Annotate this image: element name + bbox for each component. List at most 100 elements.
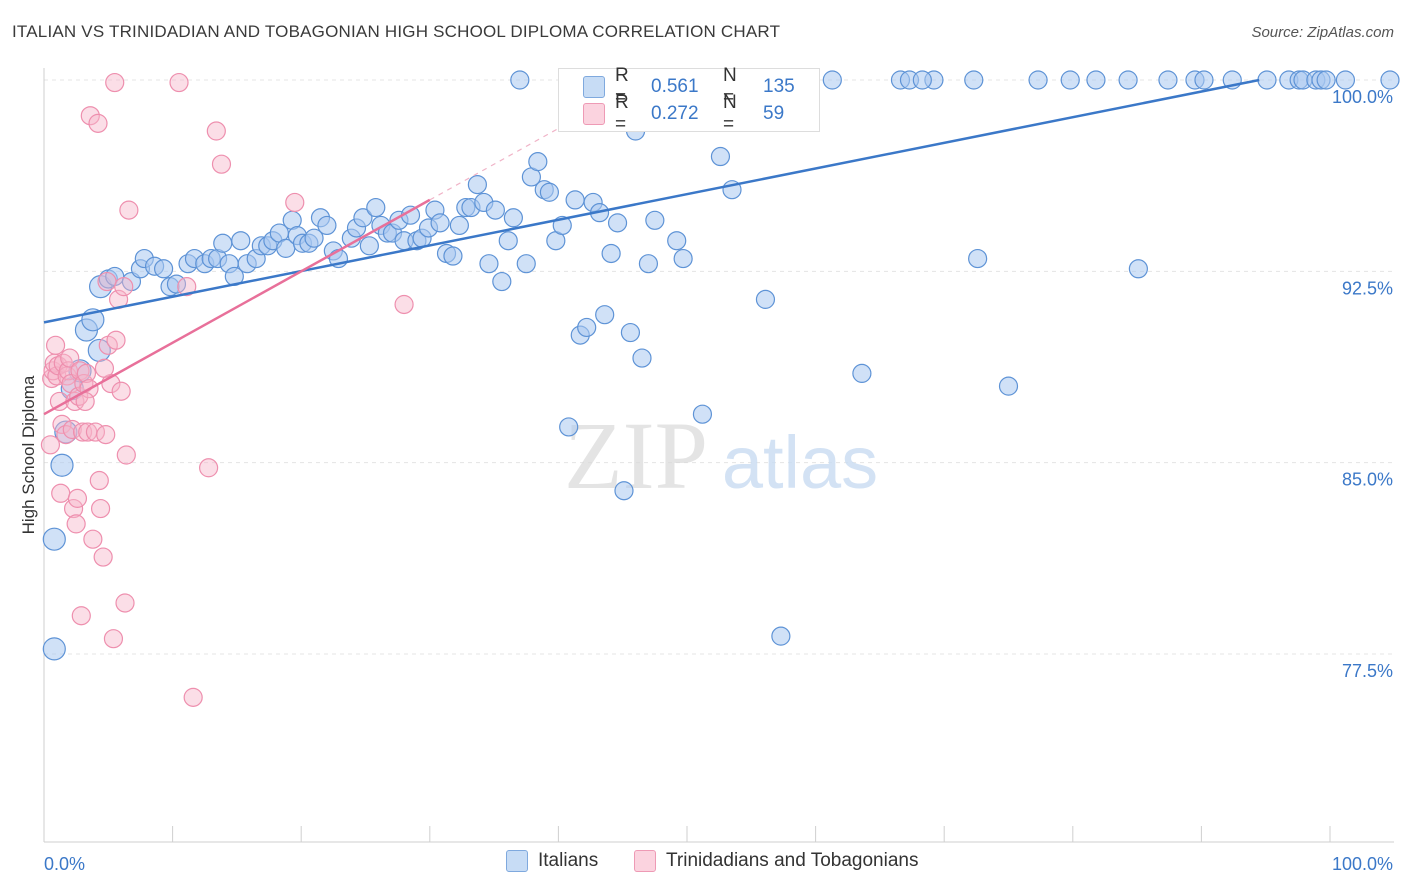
point-trinidadians xyxy=(103,629,124,649)
point-trinidadians xyxy=(52,414,72,434)
point-italians xyxy=(366,197,386,218)
point-trinidadians xyxy=(90,498,111,519)
point-italians xyxy=(638,254,659,274)
point-italians xyxy=(1194,70,1214,90)
point-trinidadians xyxy=(63,498,84,519)
point-italians xyxy=(822,70,842,90)
point-trinidadians xyxy=(111,381,131,401)
point-italians xyxy=(565,190,585,210)
point-italians xyxy=(42,527,66,551)
point-italians xyxy=(595,305,615,325)
point-italians xyxy=(673,248,693,269)
point-trinidadians xyxy=(45,335,66,355)
legend-label-italians: Italians xyxy=(538,850,599,871)
point-italians xyxy=(485,200,505,220)
stats-n-label: N = xyxy=(723,92,737,135)
stats-n-label: N = xyxy=(723,65,737,108)
point-trinidadians xyxy=(394,294,414,315)
stats-legend: R = 0.561 N = 135 R = 0.272 N = 59 xyxy=(558,65,820,135)
stats-r-label: R = xyxy=(615,92,629,135)
point-italians xyxy=(1028,70,1048,90)
stats-r-label: R = xyxy=(615,65,629,108)
point-trinidadians xyxy=(66,514,86,534)
point-italians xyxy=(1118,70,1138,90)
point-italians xyxy=(50,453,74,477)
point-trinidadians xyxy=(115,593,135,613)
point-italians xyxy=(964,70,984,90)
point-italians xyxy=(153,259,174,279)
point-italians xyxy=(1257,70,1277,90)
point-italians xyxy=(1316,70,1336,90)
point-trinidadians xyxy=(96,425,116,445)
point-trinidadians xyxy=(89,470,109,491)
point-italians xyxy=(620,322,641,343)
stats-swatch-trinidadians xyxy=(583,103,605,125)
point-italians xyxy=(231,231,251,251)
point-trinidadians xyxy=(183,687,203,707)
series-legend: Italians Trinidadians and Tobagonians xyxy=(0,850,1406,880)
watermark-atlas: atlas xyxy=(722,421,878,504)
axes xyxy=(43,68,1394,843)
point-italians xyxy=(692,404,713,424)
point-trinidadians xyxy=(106,330,126,350)
point-italians xyxy=(539,182,559,202)
point-italians xyxy=(430,213,450,233)
point-trinidadians xyxy=(83,529,103,549)
legend-swatch-italians xyxy=(506,850,528,872)
point-italians xyxy=(467,174,487,195)
point-italians xyxy=(607,213,628,233)
point-italians xyxy=(755,289,776,309)
y-axis-label: High School Diploma xyxy=(19,375,38,534)
stats-r-value: 0.561 xyxy=(651,76,699,97)
point-italians xyxy=(577,317,597,338)
point-trinidadians xyxy=(71,606,91,626)
point-italians xyxy=(510,70,530,90)
stats-swatch-italians xyxy=(583,76,605,98)
legend-label-trinidadians: Trinidadians and Tobagonians xyxy=(666,850,919,871)
point-italians xyxy=(443,246,463,266)
point-trinidadians xyxy=(206,121,226,141)
point-italians xyxy=(710,146,731,167)
y-tick-label: 77.5% xyxy=(1342,661,1393,681)
point-italians xyxy=(559,417,579,437)
stats-n-value: 135 xyxy=(763,76,795,97)
point-trinidadians xyxy=(93,547,113,567)
series-trinidadians-points xyxy=(40,72,414,707)
stats-r-value: 0.272 xyxy=(651,103,699,124)
point-trinidadians xyxy=(40,435,61,455)
watermark: ZIP atlas xyxy=(564,402,878,509)
point-italians xyxy=(359,236,379,256)
point-italians xyxy=(213,233,233,253)
point-trinidadians xyxy=(211,154,232,174)
point-italians xyxy=(912,70,932,90)
legend-item-trinidadians: Trinidadians and Tobagonians xyxy=(634,850,918,872)
point-italians xyxy=(614,481,634,501)
point-trinidadians xyxy=(76,363,97,383)
chart-source: Source: ZipAtlas.com xyxy=(1251,24,1394,41)
x-tick-label: 0.0% xyxy=(44,854,85,874)
trend-line-italians xyxy=(43,78,1260,324)
point-italians xyxy=(1335,70,1356,90)
point-trinidadians xyxy=(199,458,219,478)
point-italians xyxy=(516,254,536,274)
point-trinidadians xyxy=(169,72,189,93)
point-trinidadians xyxy=(56,425,76,445)
x-tick-label: 100.0% xyxy=(1332,854,1393,874)
point-trinidadians xyxy=(88,113,108,133)
y-tick-label: 100.0% xyxy=(1332,87,1393,107)
point-trinidadians xyxy=(114,277,134,297)
point-trinidadians xyxy=(94,358,115,378)
point-trinidadians xyxy=(97,271,117,292)
point-trinidadians xyxy=(51,483,71,503)
point-italians xyxy=(317,215,337,236)
tick-labels: 77.5% 85.0% 92.5% 100.0% 0.0% 100.0% xyxy=(44,87,1393,874)
legend-item-italians: Italians xyxy=(506,850,598,872)
point-trinidadians xyxy=(43,361,63,381)
point-italians xyxy=(771,626,791,646)
point-italians xyxy=(479,254,499,274)
point-trinidadians xyxy=(67,488,88,508)
point-italians xyxy=(645,210,665,230)
stats-n-value: 59 xyxy=(763,103,785,124)
trend-lines xyxy=(43,78,1260,416)
